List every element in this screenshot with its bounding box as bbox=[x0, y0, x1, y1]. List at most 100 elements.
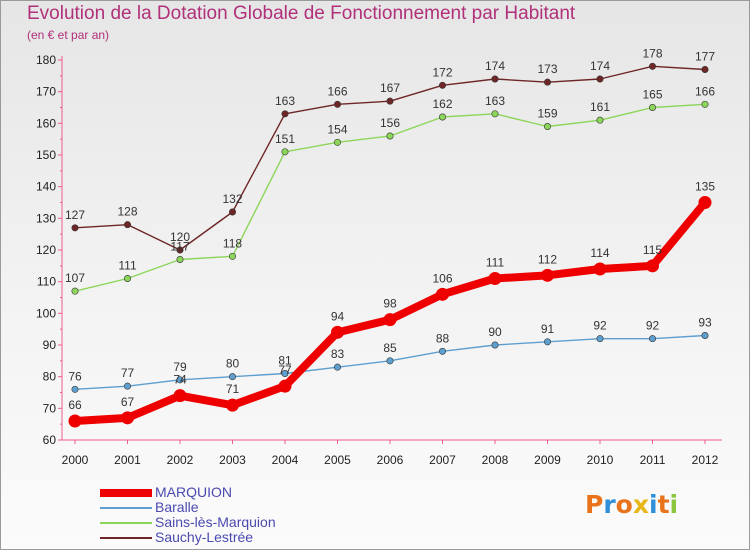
y-tick-label: 180 bbox=[36, 53, 56, 67]
x-tick-label: 2005 bbox=[324, 453, 351, 467]
data-label-sains: 154 bbox=[327, 122, 347, 136]
data-point-sauchy bbox=[596, 75, 604, 83]
data-label-sauchy: 127 bbox=[65, 208, 85, 222]
y-tick-label: 170 bbox=[36, 85, 56, 99]
data-label-baralle: 83 bbox=[331, 347, 345, 361]
data-label-sains: 166 bbox=[695, 84, 715, 98]
data-point-sauchy bbox=[438, 81, 446, 89]
data-labels-layer: 127 128 120 132 163 166 167 172 174 173 174 178 177 1… bbox=[65, 46, 715, 412]
data-label-sauchy: 172 bbox=[432, 65, 452, 79]
data-label-sains: 156 bbox=[380, 116, 400, 130]
data-point-baralle bbox=[71, 385, 79, 393]
data-point-baralle bbox=[543, 338, 551, 346]
data-label-sauchy: 174 bbox=[485, 59, 505, 73]
legend-swatch-sains bbox=[100, 522, 152, 524]
data-point-sauchy bbox=[648, 62, 656, 70]
x-tick-label: 2009 bbox=[534, 453, 561, 467]
data-label-baralle: 93 bbox=[698, 316, 712, 330]
data-point-sains bbox=[229, 252, 237, 260]
data-point-baralle bbox=[386, 357, 394, 365]
data-label-marquion: 66 bbox=[68, 398, 82, 412]
x-tick-label: 2004 bbox=[272, 453, 299, 467]
data-point-baralle bbox=[124, 382, 132, 390]
data-label-sauchy: 174 bbox=[590, 59, 610, 73]
data-point-sauchy bbox=[229, 208, 237, 216]
data-point-sauchy bbox=[281, 110, 289, 118]
x-tick-label: 2000 bbox=[62, 453, 89, 467]
data-label-marquion: 67 bbox=[121, 395, 135, 409]
data-label-sains: 161 bbox=[590, 100, 610, 114]
data-label-sauchy: 163 bbox=[275, 94, 295, 108]
y-tick-label: 150 bbox=[36, 148, 56, 162]
y-tick-label: 100 bbox=[36, 306, 56, 320]
data-label-baralle: 81 bbox=[278, 354, 292, 368]
data-point-sains bbox=[333, 138, 341, 146]
data-point-marquion bbox=[698, 196, 712, 209]
y-tick-label: 90 bbox=[43, 338, 57, 352]
x-tick-label: 2010 bbox=[587, 453, 614, 467]
data-point-marquion bbox=[383, 313, 397, 327]
data-label-sauchy: 173 bbox=[537, 62, 557, 76]
data-label-sauchy: 120 bbox=[170, 230, 190, 244]
data-point-sains bbox=[648, 104, 656, 112]
logo-letter: i bbox=[669, 490, 679, 519]
x-tick-label: 2006 bbox=[377, 453, 404, 467]
logo-letter: P bbox=[585, 490, 604, 519]
data-point-sains bbox=[543, 123, 551, 131]
x-tick-label: 2007 bbox=[429, 453, 456, 467]
data-point-marquion bbox=[488, 272, 502, 285]
data-label-marquion: 71 bbox=[226, 382, 240, 396]
data-point-baralle bbox=[648, 335, 656, 343]
y-tick-label: 160 bbox=[36, 116, 56, 130]
data-label-marquion: 74 bbox=[173, 373, 187, 387]
data-point-marquion bbox=[646, 259, 659, 273]
data-point-baralle bbox=[491, 341, 499, 349]
x-tick-label: 2011 bbox=[640, 453, 666, 467]
data-label-sauchy: 178 bbox=[642, 46, 662, 60]
data-label-marquion: 135 bbox=[695, 180, 715, 194]
data-point-sauchy bbox=[124, 221, 132, 229]
data-label-sains: 111 bbox=[118, 259, 137, 273]
data-point-sauchy bbox=[386, 97, 394, 105]
logo-letter: o bbox=[615, 490, 633, 519]
data-label-baralle: 91 bbox=[541, 322, 555, 336]
x-tick-label: 2008 bbox=[482, 453, 509, 467]
series-line-sains bbox=[74, 103, 706, 292]
data-label-baralle: 92 bbox=[593, 319, 607, 333]
proxiti-logo: Proxiti bbox=[585, 490, 678, 519]
data-point-baralle bbox=[596, 335, 604, 343]
data-label-sauchy: 132 bbox=[222, 192, 242, 206]
data-point-sains bbox=[386, 132, 394, 140]
legend-swatch-sauchy bbox=[100, 537, 152, 539]
data-point-marquion bbox=[121, 411, 134, 425]
y-tick-label: 130 bbox=[36, 211, 56, 225]
data-point-marquion bbox=[436, 287, 449, 301]
legend-swatch-baralle bbox=[100, 507, 152, 509]
data-label-baralle: 77 bbox=[121, 366, 135, 380]
data-point-baralle bbox=[701, 331, 709, 339]
data-label-baralle: 76 bbox=[68, 369, 82, 383]
data-label-sains: 118 bbox=[223, 236, 242, 250]
data-point-sains bbox=[701, 100, 709, 108]
data-point-baralle bbox=[333, 363, 341, 371]
data-point-marquion bbox=[331, 325, 344, 339]
data-label-sains: 151 bbox=[275, 132, 295, 146]
data-point-baralle bbox=[438, 347, 446, 355]
data-label-baralle: 80 bbox=[226, 357, 240, 371]
legend-swatch-marquion bbox=[100, 489, 152, 497]
data-label-sauchy: 128 bbox=[117, 205, 137, 219]
data-label-sauchy: 167 bbox=[380, 81, 400, 95]
data-point-marquion bbox=[593, 262, 607, 276]
logo-letter: i bbox=[649, 490, 658, 519]
data-point-sains bbox=[281, 148, 289, 156]
legend-label-marquion: MARQUION bbox=[155, 484, 232, 500]
y-tick-label: 110 bbox=[37, 275, 56, 289]
data-point-sauchy bbox=[176, 246, 184, 254]
y-tick-label: 70 bbox=[43, 401, 57, 415]
data-label-baralle: 85 bbox=[383, 341, 397, 355]
data-label-marquion: 114 bbox=[590, 246, 609, 260]
data-label-baralle: 92 bbox=[646, 319, 660, 333]
series-layer bbox=[68, 62, 712, 428]
